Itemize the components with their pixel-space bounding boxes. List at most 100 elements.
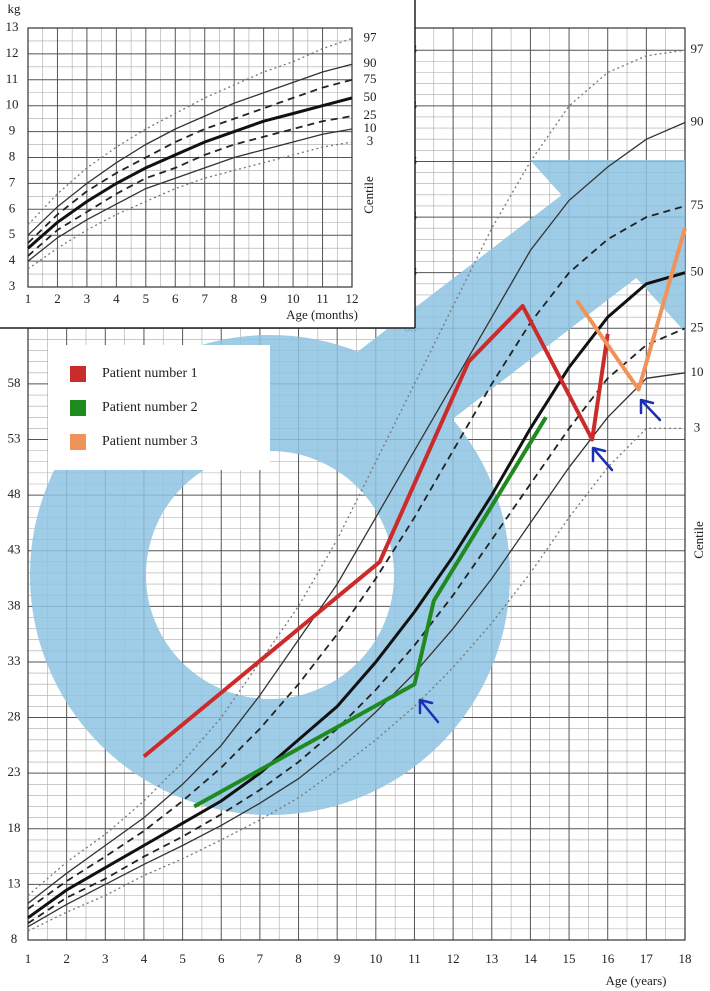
arrow: [639, 398, 662, 422]
y-tick-label: 23: [8, 764, 21, 779]
y-tick-label: 10: [6, 97, 19, 112]
y-tick-label: 12: [6, 45, 19, 60]
y-axis-label: kg: [8, 1, 22, 16]
centile-line: [27, 96, 353, 250]
x-tick-label: 4: [141, 951, 148, 966]
x-tick-label: 1: [25, 291, 32, 306]
y-tick-label: 8: [9, 148, 16, 163]
symbol-head: [530, 160, 685, 332]
legend-label: Patient number 1: [102, 366, 198, 381]
centile-name: 50: [364, 89, 377, 104]
arrow: [591, 446, 614, 472]
y-tick-label: 38: [8, 597, 21, 612]
x-tick-label: 7: [201, 291, 208, 306]
x-tick-label: 9: [260, 291, 267, 306]
centile-line: [27, 327, 686, 925]
centile-label: Centile: [361, 176, 376, 214]
centile-line: [27, 427, 685, 932]
centile-name: 3: [367, 133, 374, 148]
y-tick-label: 13: [6, 19, 19, 34]
x-tick-label: 2: [54, 291, 61, 306]
y-tick-label: 33: [8, 653, 21, 668]
y-tick-label: 43: [8, 542, 21, 557]
patient-line: [575, 227, 687, 392]
centile-name: 75: [364, 71, 377, 86]
centile-line: [27, 63, 353, 236]
centile-name: 10: [364, 120, 377, 135]
legend-label: Patient number 2: [102, 400, 198, 415]
centile-name: 25: [691, 319, 704, 334]
x-tick-label: 4: [113, 291, 120, 306]
legend-swatch: [70, 434, 86, 450]
x-tick-label: 5: [179, 951, 186, 966]
x-tick-label: 12: [346, 291, 359, 306]
y-tick-label: 28: [8, 709, 21, 724]
centile-name: 97: [691, 41, 705, 56]
centile-line: [27, 141, 353, 270]
centile-name: 10: [691, 364, 704, 379]
centile-name: 50: [691, 264, 704, 279]
y-tick-label: 11: [6, 71, 19, 86]
x-axis-label: Age (years): [606, 973, 667, 988]
patient-line: [142, 304, 610, 759]
y-tick-label: 58: [8, 375, 21, 390]
x-tick-label: 12: [447, 951, 460, 966]
y-tick-label: 9: [9, 123, 16, 138]
centile-line: [27, 128, 353, 262]
centile-line: [27, 115, 353, 257]
x-tick-label: 6: [172, 291, 179, 306]
legend-swatch: [70, 366, 86, 382]
x-tick-label: 15: [563, 951, 576, 966]
legend-label: Patient number 3: [102, 434, 198, 449]
x-tick-label: 17: [640, 951, 654, 966]
centile-line: [27, 121, 686, 904]
x-tick-label: 11: [316, 291, 329, 306]
x-tick-label: 3: [102, 951, 109, 966]
centile-label: Centile: [691, 521, 706, 559]
centile-line: [27, 372, 686, 928]
x-tick-label: 13: [485, 951, 498, 966]
legend: Patient number 1 Patient number 2 Patient …: [48, 345, 270, 470]
plot-frame: [27, 27, 353, 288]
centile-line: [27, 205, 686, 910]
x-tick-label: 6: [218, 951, 225, 966]
y-tick-label: 5: [9, 226, 16, 241]
x-tick-label: 3: [84, 291, 91, 306]
x-tick-label: 18: [679, 951, 692, 966]
y-tick-label: 53: [8, 430, 21, 445]
centile-name: 75: [691, 197, 704, 212]
x-tick-label: 10: [287, 291, 300, 306]
x-tick-label: 14: [524, 951, 538, 966]
x-tick-label: 7: [257, 951, 264, 966]
inset-background: [0, 0, 415, 328]
x-tick-label: 10: [369, 951, 382, 966]
centile-name: 25: [364, 107, 377, 122]
x-tick-label: 5: [143, 291, 150, 306]
y-tick-label: 7: [9, 174, 16, 189]
y-tick-label: 6: [9, 200, 16, 215]
centile-line: [27, 271, 686, 920]
centile-name: 90: [364, 55, 377, 70]
y-tick-label: 18: [8, 820, 21, 835]
x-tick-label: 8: [231, 291, 238, 306]
y-tick-label: 3: [9, 278, 16, 293]
x-tick-label: 2: [63, 951, 70, 966]
centile-name: 90: [691, 114, 704, 129]
centile-line: [27, 78, 353, 244]
centile-name: 3: [694, 419, 701, 434]
y-tick-label: 13: [8, 875, 21, 890]
y-tick-label: 4: [9, 252, 16, 267]
centile-line: [27, 37, 353, 226]
centile-line: [27, 49, 686, 896]
arrow: [418, 698, 440, 724]
patient-line: [193, 416, 548, 809]
x-axis-label: Age (months): [286, 307, 358, 322]
x-tick-label: 11: [408, 951, 421, 966]
x-tick-label: 1: [25, 951, 32, 966]
annotation-arrows: [418, 398, 662, 724]
y-tick-label: 8: [11, 931, 18, 946]
x-tick-label: 9: [334, 951, 341, 966]
